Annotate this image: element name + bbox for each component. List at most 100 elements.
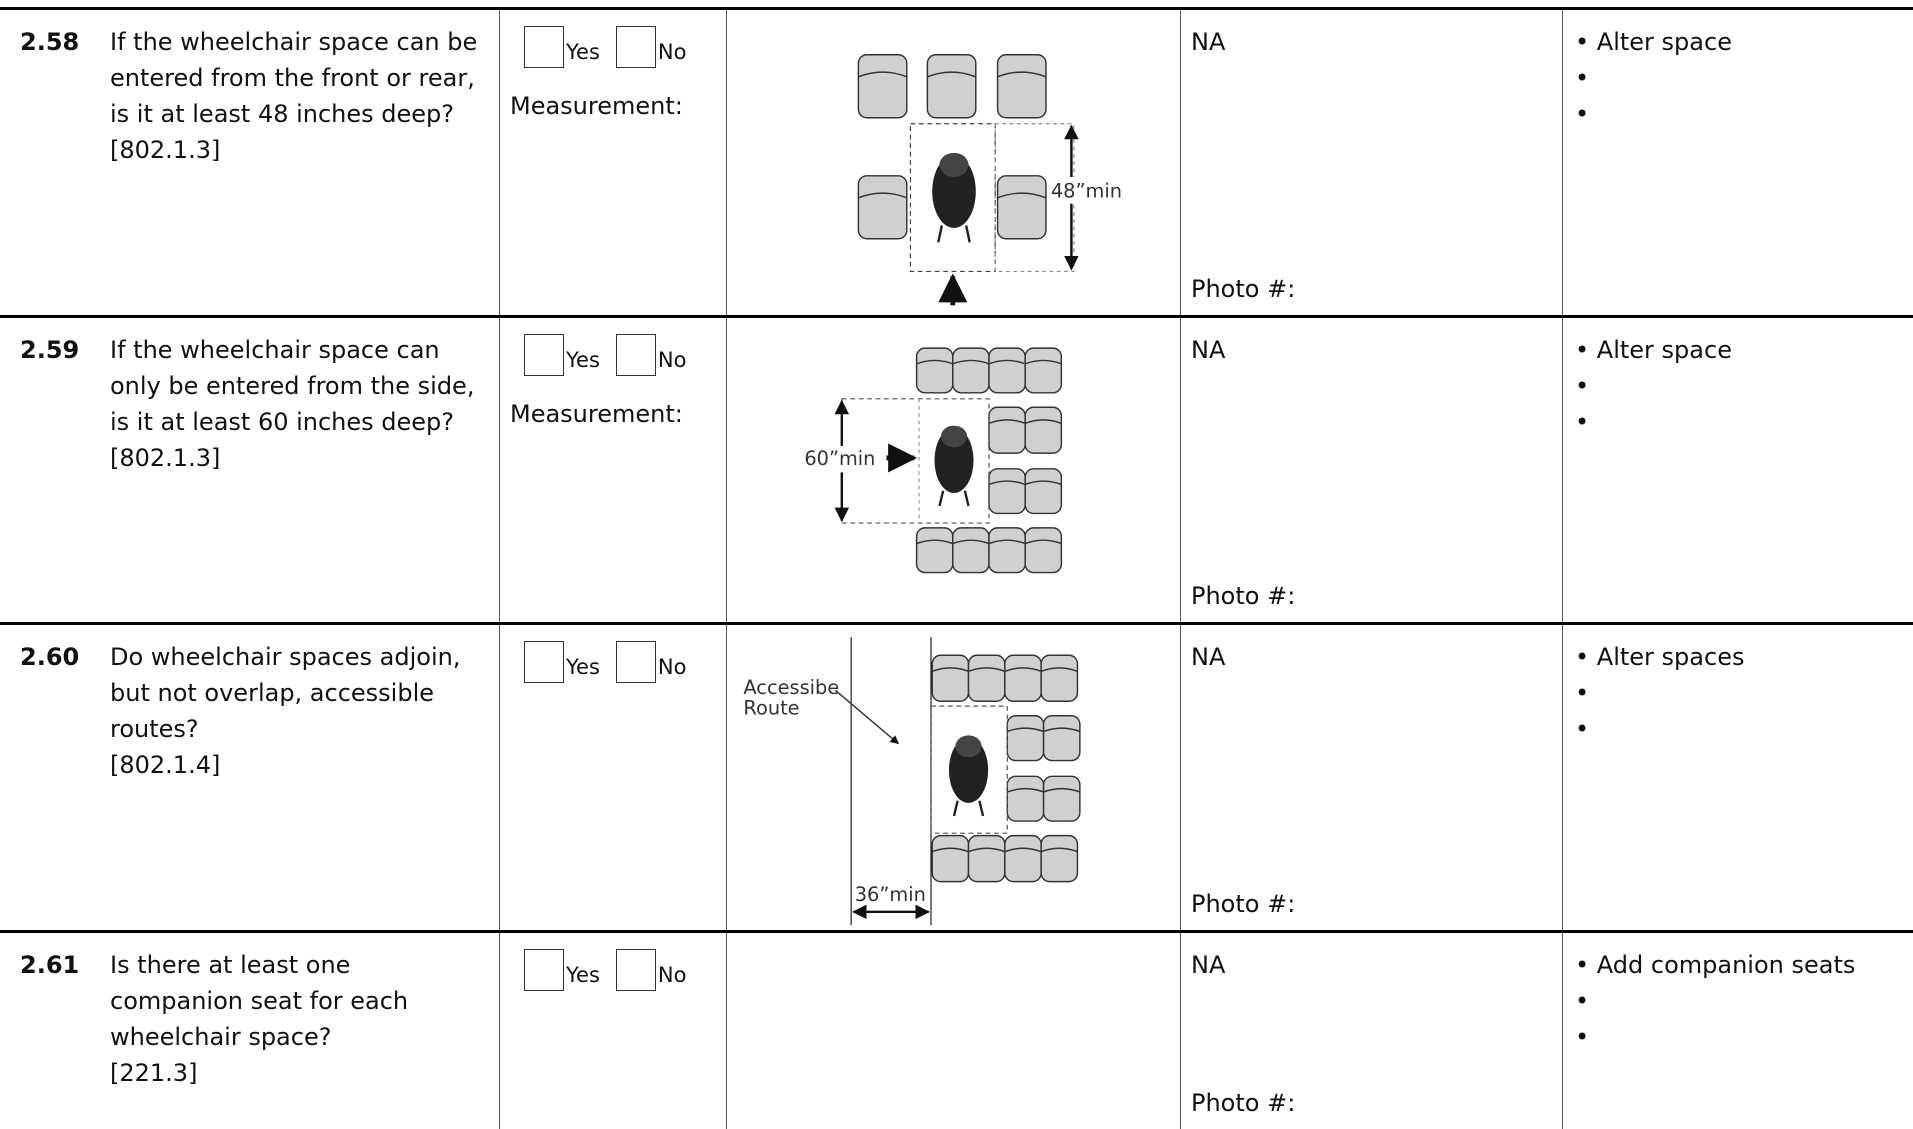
seat-back	[952, 539, 990, 545]
blank-bullet	[1575, 96, 1903, 132]
seat	[996, 175, 1047, 240]
checklist-row: 2.61 Is there at least one companion seat…	[0, 933, 1913, 1129]
actions-cell: Add companion seats	[1562, 933, 1913, 1129]
seat-back	[988, 359, 1026, 365]
clear-space	[930, 705, 1008, 834]
seat-back	[968, 847, 1006, 853]
checklist-row: 2.59 If the wheelchair space can only be …	[0, 318, 1913, 625]
figure-cell: Accessibe Route 36”min	[726, 625, 1180, 930]
wheelchair-user	[940, 425, 968, 448]
seat	[931, 834, 970, 883]
answer-cell: Yes No	[499, 933, 726, 1129]
seat	[1004, 834, 1042, 883]
answer-cell: Yes No Measurement:	[499, 318, 726, 622]
seat	[857, 54, 908, 119]
seat	[988, 468, 1026, 515]
action-item: Alter space	[1575, 24, 1903, 60]
seat	[1024, 527, 1063, 574]
photo-label: Photo #:	[1191, 582, 1296, 610]
seat-back	[1040, 847, 1078, 853]
seat	[1042, 715, 1081, 762]
seat	[1024, 468, 1063, 515]
seat	[996, 54, 1047, 119]
seat	[988, 347, 1026, 394]
yes-checkbox[interactable]	[524, 26, 564, 68]
route-label: Accessibe	[743, 676, 839, 699]
action-item: Add companion seats	[1575, 947, 1903, 983]
dimension-label: 48”min	[1051, 180, 1122, 203]
blank-bullet	[1575, 1019, 1903, 1055]
seat-back	[916, 539, 954, 545]
yes-checkbox[interactable]	[524, 641, 564, 683]
question-cell: Do wheelchair spaces adjoin, but not ove…	[92, 625, 499, 930]
seat	[988, 406, 1026, 454]
action-item: Alter spaces	[1575, 639, 1903, 675]
wheelchair-user	[948, 737, 989, 803]
action-item: Alter space	[1575, 332, 1903, 368]
wheelchair-user	[952, 800, 985, 817]
action-list: Alter space	[1575, 332, 1903, 440]
wheelchair-user	[934, 427, 974, 493]
seat-back	[931, 847, 969, 853]
na-cell: NA Photo #:	[1180, 10, 1562, 315]
seat-back	[1007, 727, 1044, 733]
seat-back	[916, 359, 954, 365]
actions-cell: Alter space	[1562, 318, 1913, 622]
no-label: No	[657, 348, 687, 372]
citation: [802.1.4]	[110, 751, 221, 779]
checklist-table: 2.58 If the wheelchair space can be enter…	[0, 7, 1913, 1129]
photo-label: Photo #:	[1191, 275, 1296, 303]
blank-bullet	[1575, 60, 1903, 96]
seat	[988, 527, 1026, 574]
no-label: No	[657, 40, 687, 64]
citation: [221.3]	[110, 1059, 198, 1087]
actions-cell: Alter spaces	[1562, 625, 1913, 930]
seat	[1040, 654, 1079, 702]
yes-checkbox[interactable]	[524, 334, 564, 376]
seat	[952, 347, 990, 394]
question-cell: If the wheelchair space can only be ente…	[92, 318, 499, 622]
blank-bullet	[1575, 711, 1903, 747]
seat-back	[1024, 359, 1062, 365]
no-label: No	[657, 655, 687, 679]
seat	[1042, 775, 1081, 822]
question-text: If the wheelchair space can only be ente…	[110, 336, 475, 436]
yes-no: Yes No	[510, 332, 726, 378]
na-label: NA	[1191, 951, 1226, 979]
seat	[915, 347, 954, 394]
no-checkbox[interactable]	[615, 949, 656, 991]
label-bg	[799, 445, 875, 473]
route-label: Route	[743, 697, 799, 720]
dimension-label: 36”min	[855, 883, 926, 906]
no-checkbox[interactable]	[615, 641, 656, 683]
seat-back	[1024, 419, 1062, 424]
seat-back	[931, 667, 969, 673]
seat	[1024, 406, 1063, 454]
seat-back	[988, 480, 1026, 486]
seat-back	[858, 71, 908, 78]
no-label: No	[657, 963, 687, 987]
question-cell: If the wheelchair space can be entered f…	[92, 10, 499, 315]
seat	[857, 175, 908, 240]
seat	[1006, 775, 1045, 822]
no-checkbox[interactable]	[615, 334, 656, 376]
leader	[834, 689, 899, 745]
na-cell: NA Photo #:	[1180, 625, 1562, 930]
answer-cell: Yes No Measurement:	[499, 10, 726, 315]
photo-label: Photo #:	[1191, 1089, 1296, 1117]
seat-back	[1007, 787, 1044, 793]
seat-back	[988, 419, 1026, 424]
figure-cell: 60”min	[726, 318, 1180, 622]
no-checkbox[interactable]	[615, 26, 656, 68]
seat	[1004, 654, 1042, 702]
seat-back	[1043, 727, 1081, 733]
item-number: 2.61	[20, 951, 80, 979]
yes-label: Yes	[566, 348, 600, 372]
seat	[915, 527, 954, 574]
blank-bullet	[1575, 983, 1903, 1019]
answer-cell: Yes No	[499, 625, 726, 930]
figure-cell	[726, 933, 1180, 1129]
blank-bullet	[1575, 368, 1903, 404]
seat	[952, 527, 990, 574]
yes-checkbox[interactable]	[524, 949, 564, 991]
